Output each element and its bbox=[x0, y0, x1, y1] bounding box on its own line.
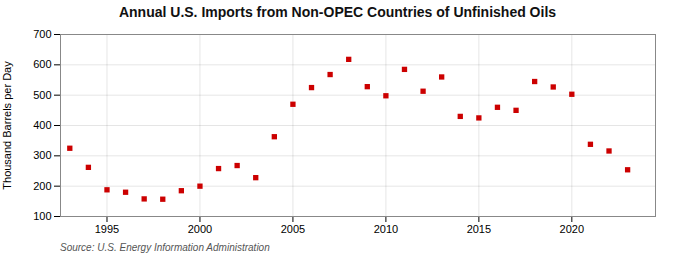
svg-text:2020: 2020 bbox=[560, 223, 584, 235]
svg-text:200: 200 bbox=[33, 180, 51, 192]
svg-text:500: 500 bbox=[33, 89, 51, 101]
svg-text:400: 400 bbox=[33, 119, 51, 131]
svg-text:100: 100 bbox=[33, 210, 51, 222]
svg-text:300: 300 bbox=[33, 149, 51, 161]
svg-text:2010: 2010 bbox=[374, 223, 398, 235]
svg-text:Thousand Barrels per Day: Thousand Barrels per Day bbox=[1, 61, 13, 190]
svg-text:2005: 2005 bbox=[281, 223, 305, 235]
html-text:Source: U.S. Energy Informatio: Source: U.S. Energy Information Administ… bbox=[60, 242, 270, 253]
svg-text:2000: 2000 bbox=[188, 223, 212, 235]
svg-text:1995: 1995 bbox=[95, 223, 119, 235]
html-text:Annual U.S. Imports from Non-O: Annual U.S. Imports from Non-OPEC Countr… bbox=[118, 4, 557, 20]
svg-text:2015: 2015 bbox=[467, 223, 491, 235]
svg-text:600: 600 bbox=[33, 58, 51, 70]
svg-text:700: 700 bbox=[33, 28, 51, 40]
